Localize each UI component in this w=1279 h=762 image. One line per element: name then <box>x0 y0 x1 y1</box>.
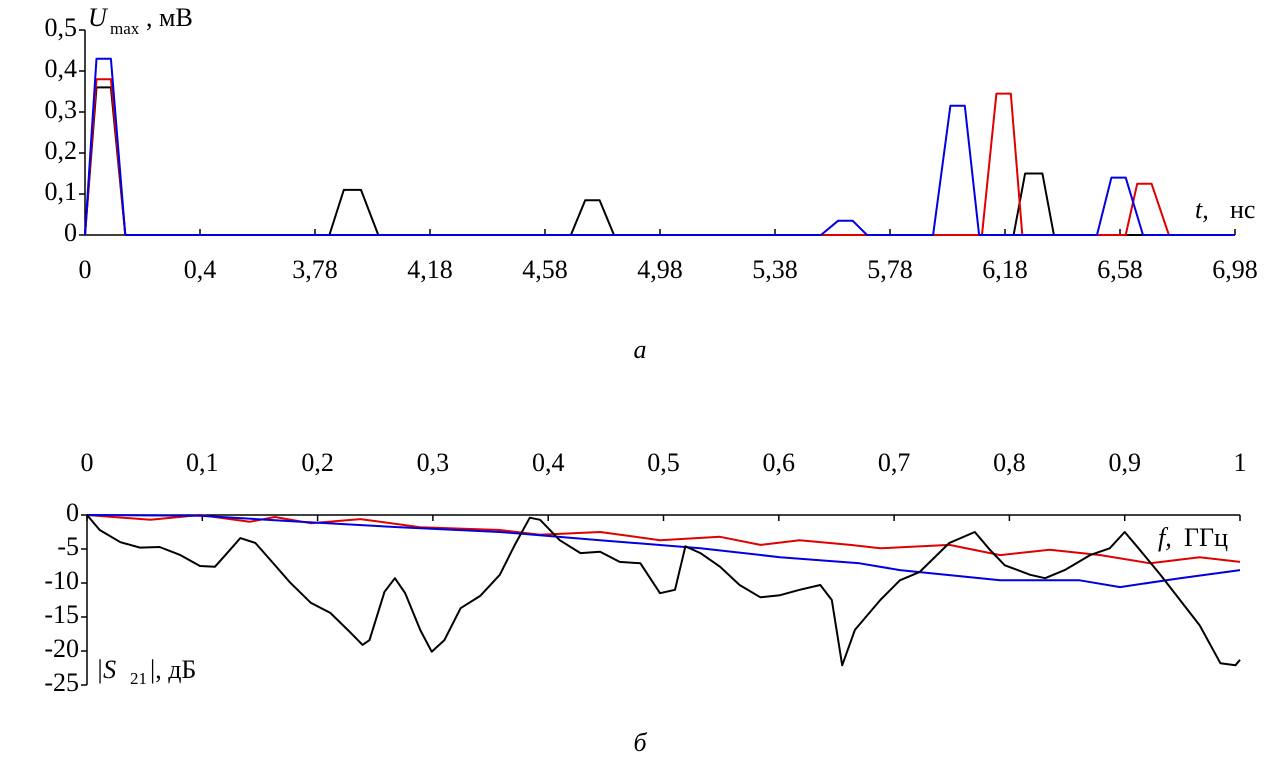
x-axis-symbol: f, <box>1158 523 1172 552</box>
x-tick-label: 0,1 <box>186 448 219 477</box>
series-line <box>86 514 1241 565</box>
y-axis-symbol: U <box>88 3 109 32</box>
series-line <box>84 57 1235 236</box>
x-tick-label: 0,5 <box>647 448 680 477</box>
y-axis-unit: , мВ <box>146 3 193 32</box>
x-tick-label: 1 <box>1234 448 1247 477</box>
x-tick-label: 4,18 <box>407 255 453 284</box>
x-tick-label: 5,78 <box>867 255 913 284</box>
y-tick-label: -5 <box>57 532 79 561</box>
x-tick-label: 0,4 <box>184 255 217 284</box>
y-tick-label: -15 <box>44 600 79 629</box>
x-tick-label: 0,4 <box>532 448 565 477</box>
y-axis-subscript: max <box>110 19 140 38</box>
x-axis-symbol: t, <box>1195 195 1209 224</box>
y-axis-unit: |, дБ <box>150 655 196 684</box>
x-axis-unit: нс <box>1230 195 1255 224</box>
x-tick-label: 6,58 <box>1097 255 1143 284</box>
series-line <box>86 514 1241 667</box>
caption: б <box>633 728 647 757</box>
x-tick-label: 6,18 <box>982 255 1028 284</box>
x-axis-unit: ГГц <box>1184 523 1228 552</box>
y-axis-symbol: |S <box>96 655 116 684</box>
x-tick-label: 0,9 <box>1108 448 1141 477</box>
x-tick-label: 3,78 <box>292 255 338 284</box>
y-tick-label: 0,1 <box>45 177 78 206</box>
y-axis-subscript: 21 <box>130 669 147 688</box>
x-tick-label: 6,98 <box>1212 255 1258 284</box>
x-tick-label: 4,58 <box>522 255 568 284</box>
y-tick-label: 0 <box>64 218 77 247</box>
y-tick-label: 0,2 <box>45 136 78 165</box>
x-tick-label: 4,98 <box>637 255 683 284</box>
series-line <box>84 86 1235 236</box>
x-tick-label: 0,7 <box>878 448 911 477</box>
x-tick-label: 0,3 <box>417 448 450 477</box>
y-tick-label: 0 <box>66 498 79 527</box>
y-tick-label: 0,3 <box>45 95 78 124</box>
x-tick-label: 0,2 <box>301 448 334 477</box>
y-tick-label: -10 <box>44 566 79 595</box>
caption: а <box>634 335 647 364</box>
series-line <box>84 78 1235 236</box>
x-tick-label: 0,6 <box>763 448 796 477</box>
x-tick-label: 0 <box>81 448 94 477</box>
y-tick-label: -20 <box>44 634 79 663</box>
y-tick-label: -25 <box>44 668 79 697</box>
y-tick-label: 0,5 <box>45 13 78 42</box>
x-tick-label: 0,8 <box>993 448 1026 477</box>
x-tick-label: 5,38 <box>752 255 798 284</box>
series-line <box>86 514 1241 589</box>
y-tick-label: 0,4 <box>45 54 78 83</box>
x-tick-label: 0 <box>79 255 92 284</box>
